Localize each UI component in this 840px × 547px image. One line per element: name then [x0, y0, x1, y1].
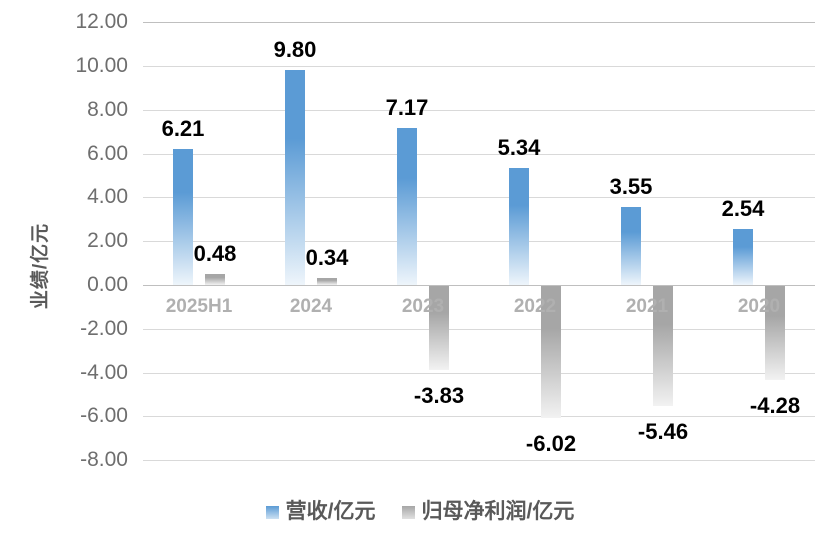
legend-label: 归母净利润/亿元 [421, 500, 575, 523]
net-profit-bar [205, 274, 225, 285]
revenue-bar [397, 128, 417, 285]
data-label: 0.48 [193, 241, 237, 266]
y-tick-label: -4.00 [80, 361, 128, 384]
gridline [143, 460, 815, 461]
legend-swatch-icon [401, 505, 415, 519]
category-label: 2025H1 [165, 296, 233, 317]
gridline [143, 241, 815, 242]
revenue-bar [173, 149, 193, 285]
data-label: 3.55 [609, 174, 653, 199]
data-label: 2.54 [721, 196, 765, 221]
revenue-bar [509, 168, 529, 285]
gridline [143, 22, 815, 23]
category-label: 2020 [737, 296, 781, 317]
gridline [143, 416, 815, 417]
category-label: 2022 [513, 296, 557, 317]
data-label: -6.02 [525, 431, 577, 456]
net-profit-bar [317, 278, 337, 285]
y-tick-label: 4.00 [87, 185, 128, 208]
data-label: 9.80 [273, 37, 317, 62]
category-label: 2024 [289, 296, 333, 317]
data-label: -5.46 [637, 419, 689, 444]
gridline [143, 66, 815, 67]
revenue-bar [285, 70, 305, 285]
y-tick-label: 0.00 [87, 273, 128, 296]
revenue-bar [733, 229, 753, 285]
legend-label: 营收/亿元 [285, 500, 376, 523]
x-axis-line [143, 285, 815, 286]
legend: 营收/亿元 归母净利润/亿元 [0, 497, 840, 527]
gridline [143, 197, 815, 198]
legend-item-net-profit: 归母净利润/亿元 [401, 499, 575, 525]
y-tick-label: 6.00 [87, 142, 128, 165]
data-label: 6.21 [161, 116, 205, 141]
legend-item-revenue: 营收/亿元 [265, 499, 376, 525]
y-tick-label: -8.00 [80, 448, 128, 471]
data-label: 0.34 [305, 245, 349, 270]
data-label: 5.34 [497, 135, 541, 160]
gridline [143, 110, 815, 111]
net-profit-bar [765, 286, 785, 380]
data-label: -3.83 [413, 383, 465, 408]
gridline [143, 373, 815, 374]
y-tick-label: 2.00 [87, 229, 128, 252]
net-profit-bar [429, 286, 449, 370]
legend-swatch-icon [265, 505, 279, 519]
y-tick-label: -6.00 [80, 404, 128, 427]
data-label: 7.17 [385, 95, 429, 120]
revenue-bar [621, 207, 641, 285]
data-label: -4.28 [749, 393, 801, 418]
y-tick-label: 8.00 [87, 98, 128, 121]
y-tick-label: 10.00 [75, 54, 128, 77]
net-profit-bar [541, 286, 561, 418]
net-profit-bar [653, 286, 673, 406]
category-label: 2023 [401, 296, 445, 317]
gridline [143, 329, 815, 330]
y-tick-label: 12.00 [75, 10, 128, 33]
gridline [143, 154, 815, 155]
y-tick-label: -2.00 [80, 317, 128, 340]
category-label: 2021 [625, 296, 669, 317]
